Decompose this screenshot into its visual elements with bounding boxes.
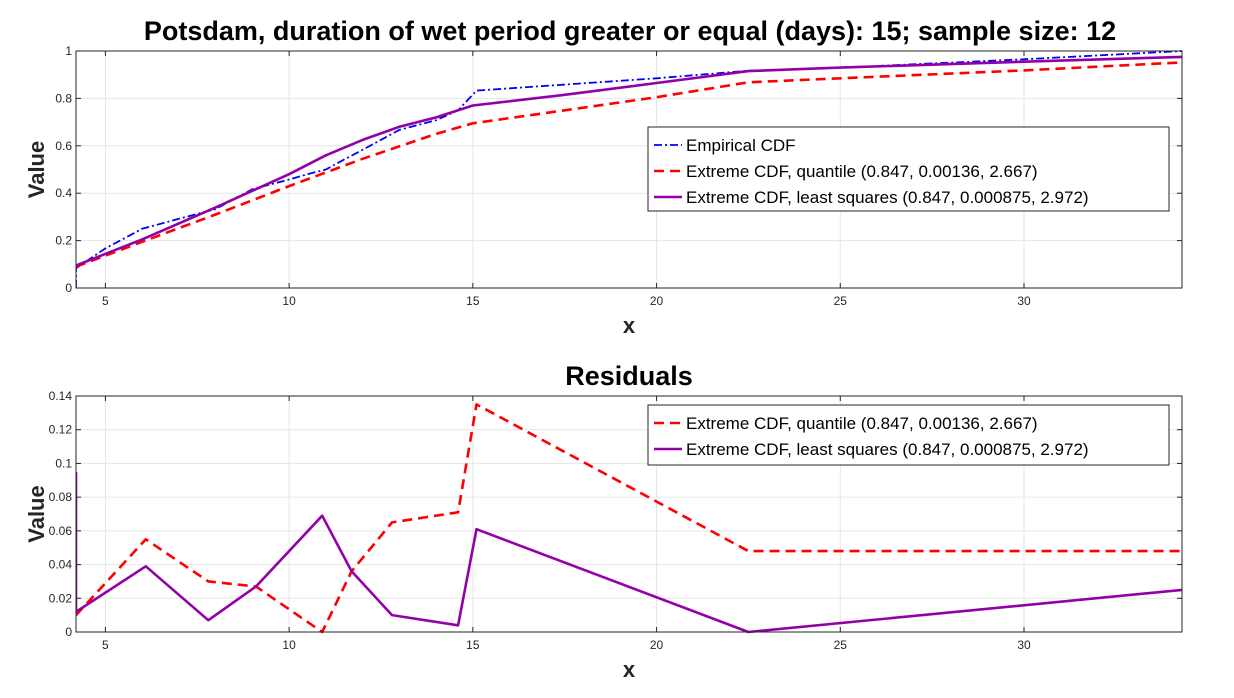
series-line-1	[76, 61, 1182, 268]
series-line-0	[76, 50, 1182, 288]
chart-title: Residuals	[565, 361, 693, 391]
series-line-1	[76, 471, 1182, 634]
x-tick-label: 30	[1017, 294, 1031, 308]
y-tick-label: 0.1	[55, 456, 72, 470]
x-tick-label: 15	[466, 638, 480, 652]
x-tick-label: 30	[1017, 638, 1031, 652]
x-axis-label: x	[623, 657, 636, 682]
y-tick-label: 0	[65, 281, 72, 295]
legend: Empirical CDF Extreme CDF, quantile (0.84…	[647, 126, 1170, 212]
figure-title: Potsdam, duration of wet period greater …	[144, 16, 1116, 46]
x-tick-label: 10	[282, 294, 296, 308]
y-tick-label: 0.02	[49, 591, 73, 605]
axes-box	[75, 50, 1183, 289]
y-tick-label: 0.8	[55, 91, 72, 105]
x-tick-label: 25	[834, 638, 848, 652]
x-tick-label: 5	[102, 294, 109, 308]
y-tick-label: 0.14	[49, 389, 73, 403]
legend-box	[647, 126, 1170, 212]
legend-entry-2: Extreme CDF, least squares (0.847, 0.000…	[686, 188, 1089, 207]
y-tick-label: 0.06	[49, 524, 73, 538]
x-tick-label: 5	[102, 638, 109, 652]
legend-entry-0: Extreme CDF, quantile (0.847, 0.00136, 2…	[686, 414, 1038, 433]
x-axis-label: x	[623, 313, 636, 338]
y-tick-label: 0.08	[49, 490, 73, 504]
x-tick-label: 25	[834, 294, 848, 308]
y-tick-label: 0.12	[49, 423, 73, 437]
y-tick-label: 0.6	[55, 139, 72, 153]
y-tick-label: 0	[65, 625, 72, 639]
legend-box	[647, 404, 1170, 466]
y-tick-label: 0.2	[55, 234, 72, 248]
x-tick-label: 10	[282, 638, 296, 652]
cdf-chart: 5 10 15 20 25 30 0 0.2 0.4 0.6 0.8 1 x Value Empirical…	[24, 44, 1183, 338]
legend-entry-1: Extreme CDF, quantile (0.847, 0.00136, 2…	[686, 162, 1038, 181]
y-axis-label: Value	[24, 485, 49, 542]
y-tick-label: 0.04	[49, 558, 73, 572]
residuals-chart: Residuals 5 10 15 20 25 30 0 0.02 0.04 0.06 0.08 0.1…	[24, 361, 1183, 682]
axes-box	[75, 395, 1183, 633]
x-tick-label: 20	[650, 294, 664, 308]
y-axis-label: Value	[24, 141, 49, 198]
x-tick-label: 20	[650, 638, 664, 652]
x-tick-label: 15	[466, 294, 480, 308]
legend: Extreme CDF, quantile (0.847, 0.00136, 2…	[647, 404, 1170, 466]
y-tick-label: 1	[65, 44, 72, 58]
series-line-2	[76, 55, 1182, 267]
legend-entry-0: Empirical CDF	[686, 136, 796, 155]
legend-entry-1: Extreme CDF, least squares (0.847, 0.000…	[686, 440, 1089, 459]
y-tick-label: 0.4	[55, 186, 72, 200]
